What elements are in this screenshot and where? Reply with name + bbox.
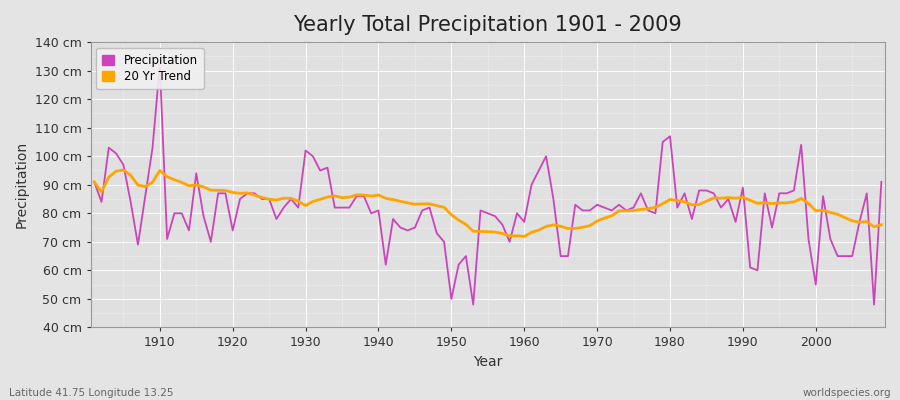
Text: worldspecies.org: worldspecies.org: [803, 388, 891, 398]
Text: Latitude 41.75 Longitude 13.25: Latitude 41.75 Longitude 13.25: [9, 388, 174, 398]
Precipitation: [468, 302, 479, 307]
Line: 20 Yr Trend: 20 Yr Trend: [94, 170, 881, 236]
20 Yr Trend: [89, 180, 100, 184]
Precipitation: [526, 182, 537, 187]
Y-axis label: Precipitation: Precipitation: [15, 141, 29, 228]
Precipitation: [876, 180, 886, 184]
Precipitation: [147, 145, 158, 150]
Legend: Precipitation, 20 Yr Trend: Precipitation, 20 Yr Trend: [96, 48, 203, 89]
20 Yr Trend: [526, 230, 537, 235]
Precipitation: [315, 168, 326, 173]
20 Yr Trend: [155, 168, 166, 173]
X-axis label: Year: Year: [473, 355, 502, 369]
20 Yr Trend: [534, 228, 544, 232]
20 Yr Trend: [621, 208, 632, 213]
Title: Yearly Total Precipitation 1901 - 2009: Yearly Total Precipitation 1901 - 2009: [293, 15, 682, 35]
20 Yr Trend: [358, 193, 369, 198]
Precipitation: [155, 62, 166, 67]
20 Yr Trend: [876, 222, 886, 227]
Precipitation: [621, 208, 632, 213]
20 Yr Trend: [518, 234, 529, 239]
20 Yr Trend: [315, 197, 326, 202]
Line: Precipitation: Precipitation: [94, 65, 881, 304]
20 Yr Trend: [118, 168, 129, 172]
Precipitation: [534, 168, 544, 173]
Precipitation: [89, 180, 100, 184]
Precipitation: [358, 194, 369, 198]
